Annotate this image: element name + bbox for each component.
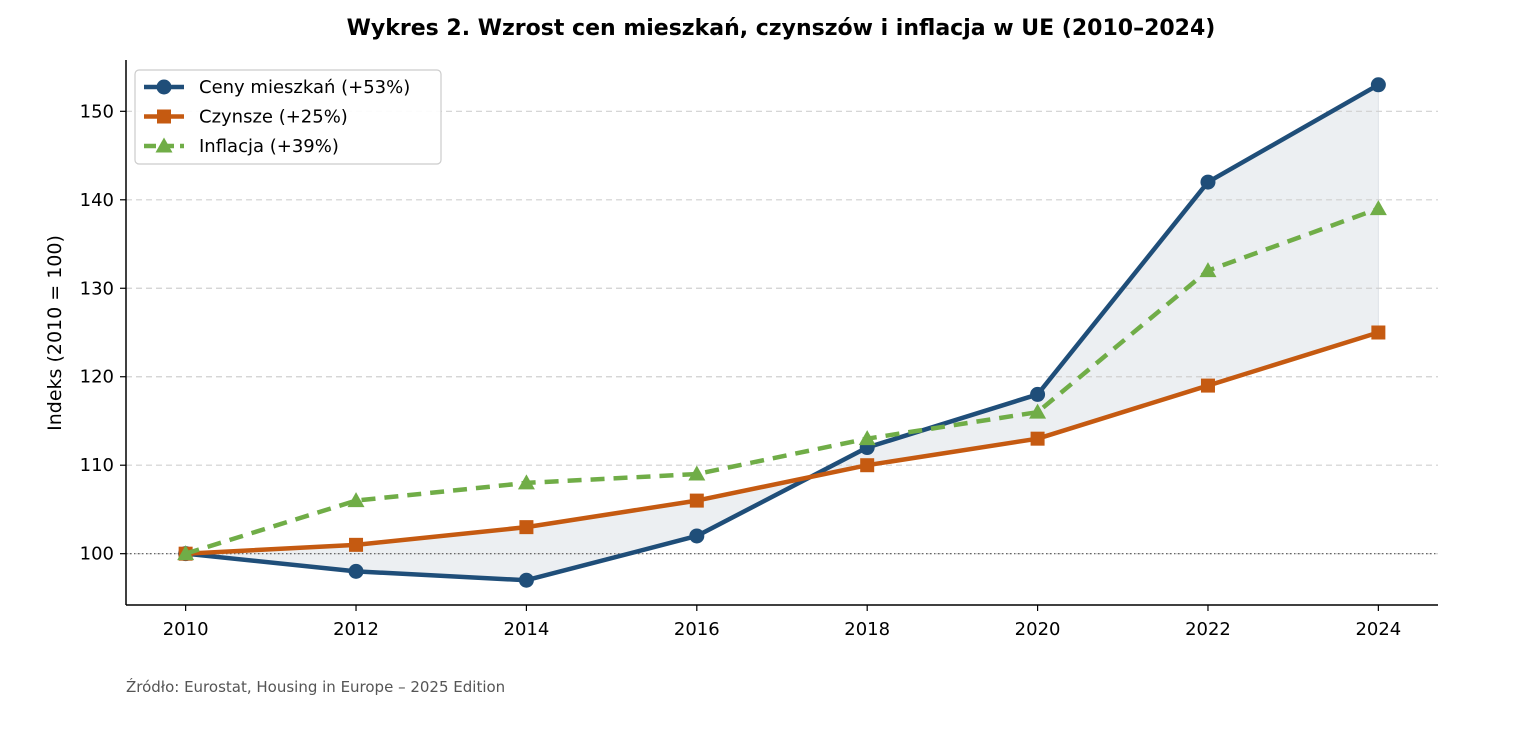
data-point-czynsze-2012: [349, 537, 364, 552]
data-point-inflacja-2016: [688, 465, 706, 481]
y-tick-label-110: 110: [80, 455, 114, 476]
data-point-ceny-mieszkan-2012: [348, 563, 364, 579]
data-point-czynsze-2024: [1371, 325, 1386, 340]
legend: Ceny mieszkań (+53%) Czynsze (+25%) Inflac…: [134, 69, 442, 165]
data-point-inflacja-2022: [1199, 262, 1217, 278]
data-point-ceny-mieszkan-2024: [1370, 77, 1386, 93]
y-tick-label-140: 140: [80, 190, 114, 211]
data-point-inflacja-2010: [177, 545, 195, 561]
y-axis-label: Indeks (2010 = 100): [44, 235, 66, 431]
data-point-ceny-mieszkan-2022: [1200, 174, 1216, 190]
data-point-czynsze-2020: [1030, 431, 1045, 446]
data-point-czynsze-2014: [519, 520, 534, 535]
legend-marker-ceny-mieszkan: [156, 79, 172, 95]
series-group: [177, 77, 1387, 588]
x-tick-label-2018: 2018: [844, 619, 890, 640]
data-point-czynsze-2016: [689, 493, 704, 508]
data-point-czynsze-2022: [1200, 378, 1215, 393]
axes-group: [125, 60, 1438, 606]
y-tick-label-150: 150: [80, 101, 114, 122]
x-tick-label-2022: 2022: [1185, 619, 1231, 640]
legend-label-ceny-mieszkan: Ceny mieszkań (+53%): [199, 77, 410, 98]
legend-marker-inflacja: [155, 137, 173, 153]
x-tick-label-2010: 2010: [163, 619, 209, 640]
data-point-inflacja-2014: [517, 474, 535, 490]
series-inflacja: [177, 200, 1387, 561]
x-tick-label-2020: 2020: [1015, 619, 1061, 640]
data-point-czynsze-2018: [860, 458, 875, 473]
series-line-czynsze: [183, 330, 1381, 556]
data-point-inflacja-2020: [1029, 403, 1047, 419]
data-point-inflacja-2018: [858, 430, 876, 446]
legend-box: [134, 69, 442, 165]
x-tick-label-2012: 2012: [333, 619, 379, 640]
legend-marker-czynsze: [157, 109, 171, 124]
x-tick-label-2024: 2024: [1355, 619, 1401, 640]
y-tick-label-100: 100: [80, 544, 114, 565]
chart-title: Wykres 2. Wzrost cen mieszkań, czynszów …: [347, 16, 1216, 41]
data-point-inflacja-2024: [1369, 200, 1387, 216]
y-tick-label-130: 130: [80, 278, 114, 299]
y-tick-label-120: 120: [80, 367, 114, 388]
legend-label-inflacja: Inflacja (+39%): [199, 136, 339, 157]
x-tick-label-2016: 2016: [674, 619, 720, 640]
y-ticks-group: 100 110 120 130 140 150: [80, 101, 126, 565]
data-point-ceny-mieszkan-2016: [689, 528, 705, 544]
data-point-ceny-mieszkan-2020: [1030, 386, 1046, 402]
series-line-inflacja: [184, 206, 1380, 556]
x-ticks-group: 2010 2012 2014 2016 2018 2020 2022 2024: [163, 605, 1401, 640]
data-point-ceny-mieszkan-2014: [518, 572, 534, 588]
series-line-ceny-mieszkan: [183, 82, 1381, 583]
series-czynsze: [178, 325, 1386, 561]
source-note: Źródło: Eurostat, Housing in Europe – 20…: [126, 677, 505, 696]
x-tick-label-2014: 2014: [504, 619, 550, 640]
legend-label-czynsze: Czynsze (+25%): [199, 107, 348, 128]
data-point-inflacja-2012: [347, 492, 365, 508]
